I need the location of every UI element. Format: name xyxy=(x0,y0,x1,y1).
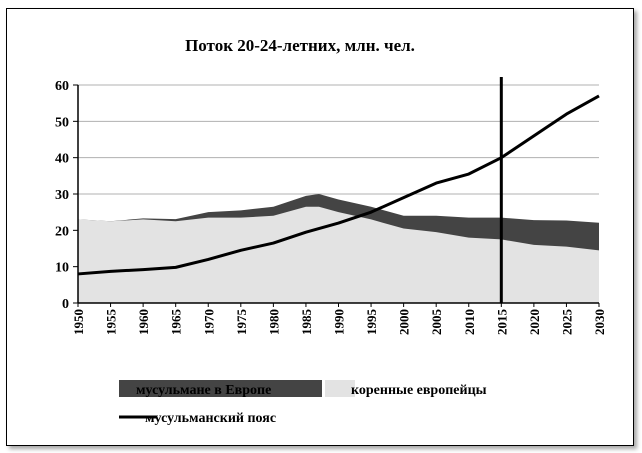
y-tick-label: 20 xyxy=(55,224,69,239)
legend-swatch-native-europeans xyxy=(325,380,355,397)
x-tick-labels: 1950 1955 1960 1965 1970 1975 1980 1985 1990 1995… xyxy=(71,309,607,336)
x-tick-label: 2010 xyxy=(462,309,477,335)
x-tick-label: 1995 xyxy=(364,309,379,336)
chart-svg: Поток 20-24-летних, млн. чел. 0102030405… xyxy=(55,36,607,426)
legend-label-native-europeans: коренные европейцы xyxy=(351,383,487,398)
area-series xyxy=(78,194,599,303)
legend: мусульмане в Европе коренные европейцы м… xyxy=(119,380,487,426)
line-series xyxy=(77,77,600,303)
y-tick-label: 50 xyxy=(55,115,69,130)
area-native-europeans xyxy=(78,206,599,303)
y-tick-label: 40 xyxy=(55,152,69,167)
x-tick-label: 1980 xyxy=(266,309,281,335)
x-tick-label: 1970 xyxy=(201,309,216,335)
x-tick-label: 1975 xyxy=(234,309,249,336)
x-tick-label: 1985 xyxy=(299,309,314,336)
x-tick-label: 1960 xyxy=(136,309,151,335)
x-tick-label: 2015 xyxy=(494,309,509,336)
legend-label-muslims-europe: мусульмане в Европе xyxy=(136,383,271,398)
y-tick-label: 10 xyxy=(55,261,69,276)
x-tick-label: 2030 xyxy=(592,309,607,335)
x-tick-label: 2005 xyxy=(429,309,444,336)
chart-frame: Поток 20-24-летних, млн. чел. 0 10 20 30 40 5… xyxy=(6,8,634,446)
x-tick-label: 1990 xyxy=(332,309,347,335)
chart-title: Поток 20-24-летних, млн. чел. xyxy=(185,36,415,55)
axes xyxy=(73,84,600,307)
y-tick-labels: 0 10 20 30 40 50 60 xyxy=(55,79,69,312)
x-tick-label: 2000 xyxy=(397,309,412,335)
x-tick-label: 2020 xyxy=(527,309,542,335)
y-tick-label: 30 xyxy=(55,188,69,203)
legend-label-muslim-belt: мусульманский пояс xyxy=(145,411,276,426)
legend-swatch-muslims-europe xyxy=(119,380,322,397)
x-tick-label: 1965 xyxy=(169,309,184,336)
x-tick-label: 1950 xyxy=(71,309,86,335)
x-tick-label: 1955 xyxy=(104,309,119,336)
y-tick-label: 60 xyxy=(55,79,69,94)
x-tick-label: 2025 xyxy=(559,309,574,336)
y-tick-label: 0 xyxy=(62,297,69,312)
line-muslim-belt xyxy=(77,94,600,276)
